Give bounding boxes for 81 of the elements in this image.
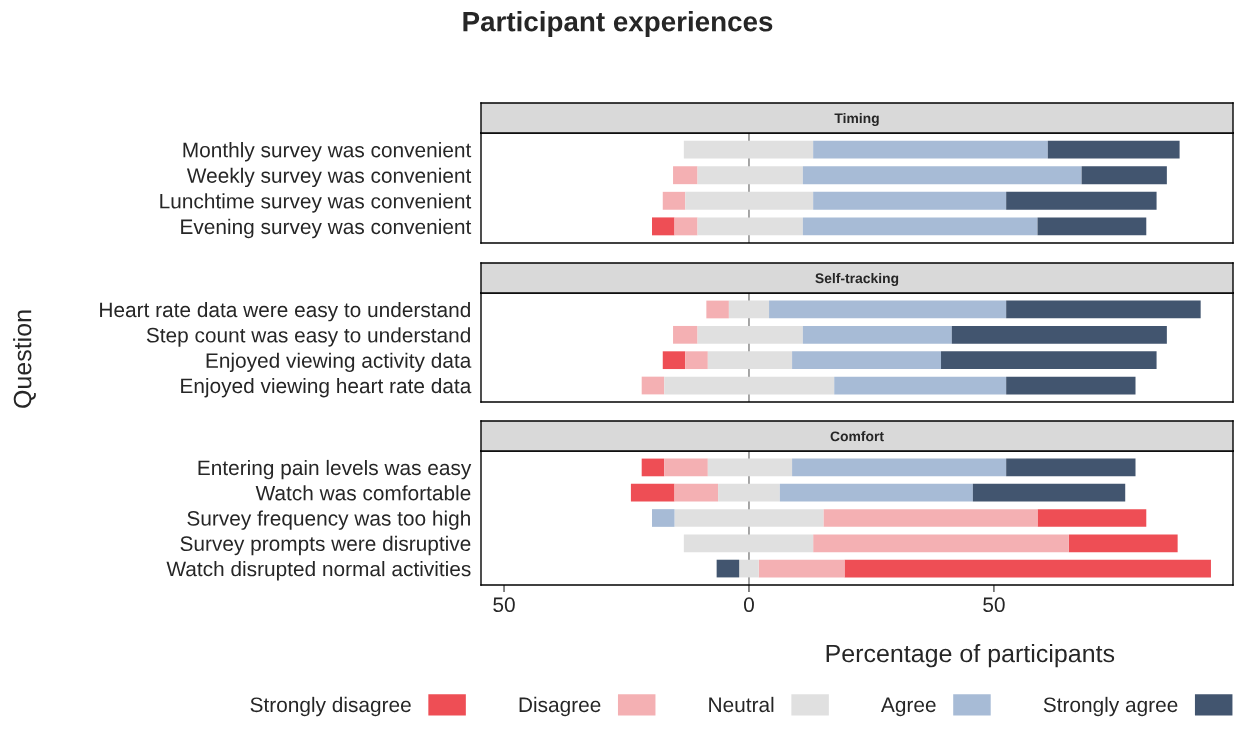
chart-title: Participant experiences: [463, 11, 773, 37]
bar: [685, 191, 814, 210]
bar: [834, 376, 1007, 395]
bar: [758, 559, 845, 578]
bar: [802, 217, 1038, 236]
bar: [706, 300, 729, 319]
bar: [697, 325, 803, 344]
bar: [651, 509, 675, 527]
y-tick-label: Watch was comfortable: [255, 485, 471, 501]
x-tick-label: 0: [744, 597, 754, 613]
bar: [1006, 458, 1136, 477]
bar: [673, 325, 698, 344]
x-tick-label: 50: [493, 597, 515, 613]
bar: [716, 559, 740, 578]
legend-label: Strongly agree: [1043, 696, 1178, 717]
chart-subtitle: Comfort: [830, 431, 884, 442]
chart-subtitle: Timing: [834, 113, 879, 126]
bar: [685, 351, 708, 370]
y-axis-title: Question: [13, 310, 36, 408]
bar: [674, 217, 698, 236]
bar: [792, 458, 1007, 477]
bar: [641, 376, 665, 395]
bar: [728, 300, 770, 319]
bar: [1047, 140, 1180, 159]
bar: [739, 559, 759, 578]
y-tick-label: Survey frequency was too high: [187, 510, 470, 530]
bar: [718, 483, 780, 502]
bar: [674, 509, 824, 527]
bar: [813, 140, 1048, 159]
bar: [951, 325, 1167, 344]
bar: [779, 483, 973, 502]
chart-subtitle: Self-tracking: [815, 273, 899, 286]
bar: [769, 300, 1007, 319]
y-tick-label: Enjoyed viewing activity data: [206, 352, 472, 373]
y-tick-label: Evening survey was convenient: [181, 218, 472, 239]
bar: [941, 351, 1157, 370]
bar: [651, 217, 675, 236]
y-tick-label: Heart rate data were easy to understand: [100, 301, 470, 322]
bar: [813, 191, 1007, 210]
bar: [664, 458, 708, 477]
bar: [1037, 217, 1147, 236]
y-tick-label: Monthly survey was convenient: [183, 142, 472, 162]
bar: [641, 458, 665, 477]
x-axis-title: Percentage of participants: [826, 644, 1115, 668]
y-tick-label: Enjoyed viewing heart rate data: [181, 377, 472, 398]
bar: [674, 483, 719, 502]
legend-label: Disagree: [519, 696, 601, 717]
bar: [823, 509, 1038, 527]
bar: [697, 217, 803, 236]
y-tick-label: Step count was easy to understand: [146, 327, 470, 347]
bar: [792, 351, 942, 370]
bar: [813, 534, 1069, 553]
bar: [1006, 300, 1201, 319]
bar: [662, 351, 686, 370]
legend-label: Strongly disagree: [250, 696, 411, 717]
y-tick-label: Watch disrupted normal activities: [166, 561, 471, 581]
bar: [683, 534, 814, 553]
bar: [1006, 376, 1136, 395]
bar: [802, 166, 1082, 185]
bar: [707, 351, 793, 370]
bar: [844, 559, 1211, 578]
bar: [664, 376, 835, 395]
legend-label: Neutral: [709, 696, 774, 713]
bar: [662, 191, 686, 210]
y-tick-label: Survey prompts were disruptive: [180, 535, 471, 556]
bar: [972, 483, 1126, 502]
bar: [1037, 509, 1147, 527]
bar: [630, 483, 675, 502]
bar: [683, 140, 814, 159]
x-tick-label: 50: [983, 597, 1005, 613]
bar: [1081, 166, 1167, 185]
bar: [802, 325, 952, 344]
bar: [707, 458, 793, 477]
y-tick-label: Lunchtime survey was convenient: [160, 193, 472, 213]
bar: [1006, 191, 1157, 210]
bar: [1068, 534, 1178, 553]
y-tick-label: Weekly survey was convenient: [186, 167, 472, 188]
y-tick-label: Entering pain levels was easy: [198, 459, 472, 480]
legend-label: Agree: [880, 697, 936, 717]
bar: [697, 166, 803, 185]
bar: [673, 166, 698, 185]
